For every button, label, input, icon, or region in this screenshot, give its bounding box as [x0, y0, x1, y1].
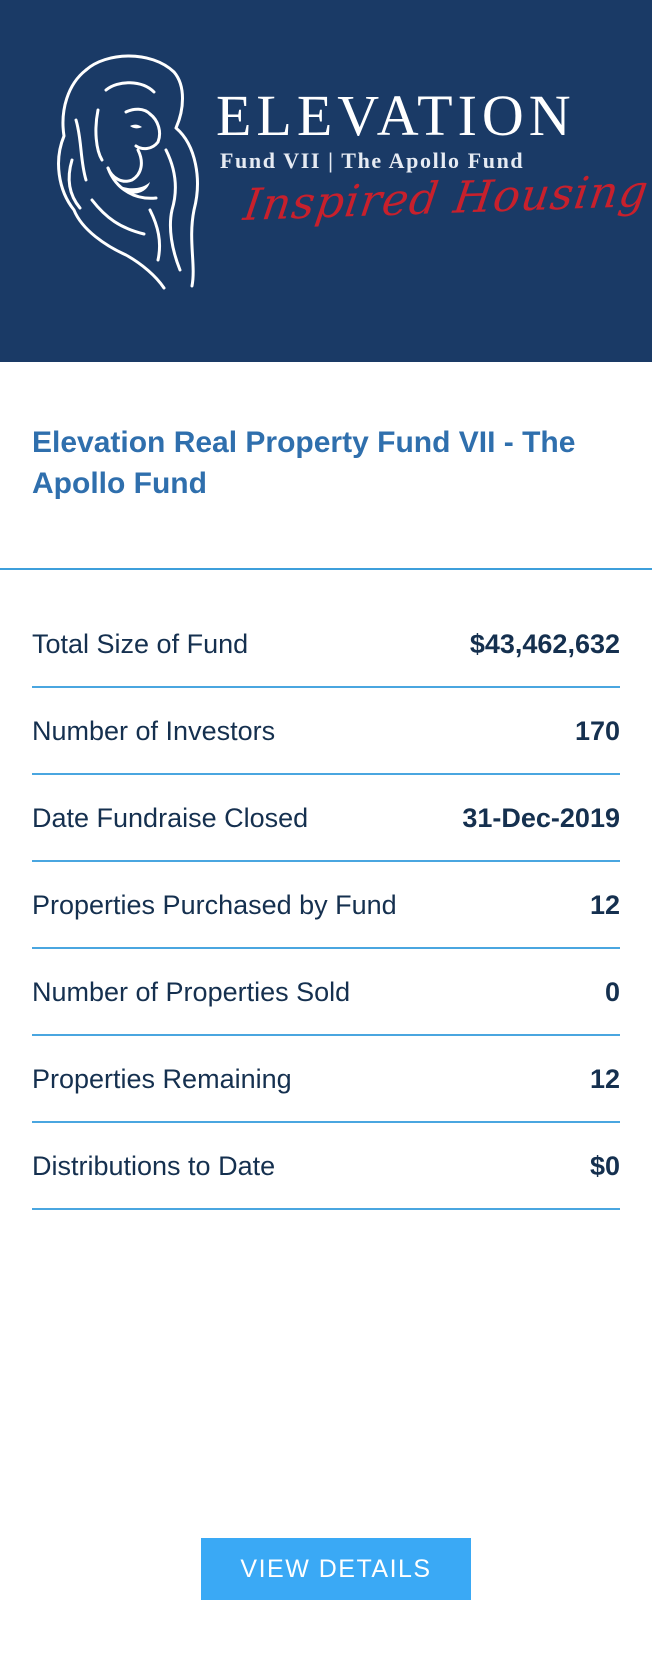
stat-value: $0: [589, 1151, 620, 1181]
brand-subtitle: Fund VII | The Apollo Fund: [220, 148, 525, 173]
stat-label: Properties Remaining: [32, 1064, 292, 1094]
stat-label: Distributions to Date: [32, 1151, 276, 1181]
stat-value: 0: [604, 977, 620, 1007]
stat-row-properties-sold: Number of Properties Sold 0: [32, 950, 620, 1036]
view-details-button[interactable]: VIEW DETAILS: [201, 1538, 471, 1600]
stat-value: 12: [589, 1064, 620, 1094]
brand-tagline: Inspired Housing: [240, 165, 652, 231]
stat-value: 170: [574, 716, 620, 746]
stat-label: Number of Properties Sold: [32, 977, 351, 1007]
stat-row-total-size: Total Size of Fund $43,462,632: [32, 602, 620, 688]
stat-value: $43,462,632: [469, 629, 620, 659]
lion-head-icon: [57, 54, 199, 290]
stat-label: Total Size of Fund: [32, 629, 249, 659]
stat-value: 12: [589, 890, 620, 920]
stat-row-investors: Number of Investors 170: [32, 689, 620, 775]
stat-row-distributions: Distributions to Date $0: [32, 1124, 620, 1210]
stat-row-properties-purchased: Properties Purchased by Fund 12: [32, 863, 620, 949]
stat-label: Number of Investors: [32, 716, 276, 746]
brand-name: ELEVATION: [216, 83, 576, 148]
stat-label: Properties Purchased by Fund: [32, 890, 397, 920]
stat-row-properties-remaining: Properties Remaining 12: [32, 1037, 620, 1123]
stat-label: Date Fundraise Closed: [32, 803, 309, 833]
stat-value: 31-Dec-2019: [462, 803, 620, 833]
title-divider: [0, 568, 652, 570]
fund-title: Elevation Real Property Fund VII - The A…: [32, 426, 576, 500]
stat-row-date-closed: Date Fundraise Closed 31-Dec-2019: [32, 776, 620, 862]
fund-stats-list: Total Size of Fund $43,462,632 Number of…: [32, 602, 620, 1211]
fund-banner: ELEVATION Fund VII | The Apollo Fund Ins…: [0, 0, 652, 362]
